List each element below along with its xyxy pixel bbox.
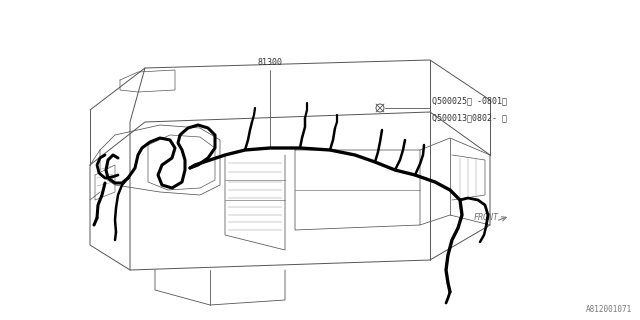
Text: FRONT: FRONT — [474, 213, 499, 222]
Text: Q500013（0802- ）: Q500013（0802- ） — [432, 113, 507, 122]
Text: A812001071: A812001071 — [586, 305, 632, 314]
Text: 81300: 81300 — [257, 58, 282, 67]
Text: Q500025（ -0801）: Q500025（ -0801） — [432, 96, 507, 105]
